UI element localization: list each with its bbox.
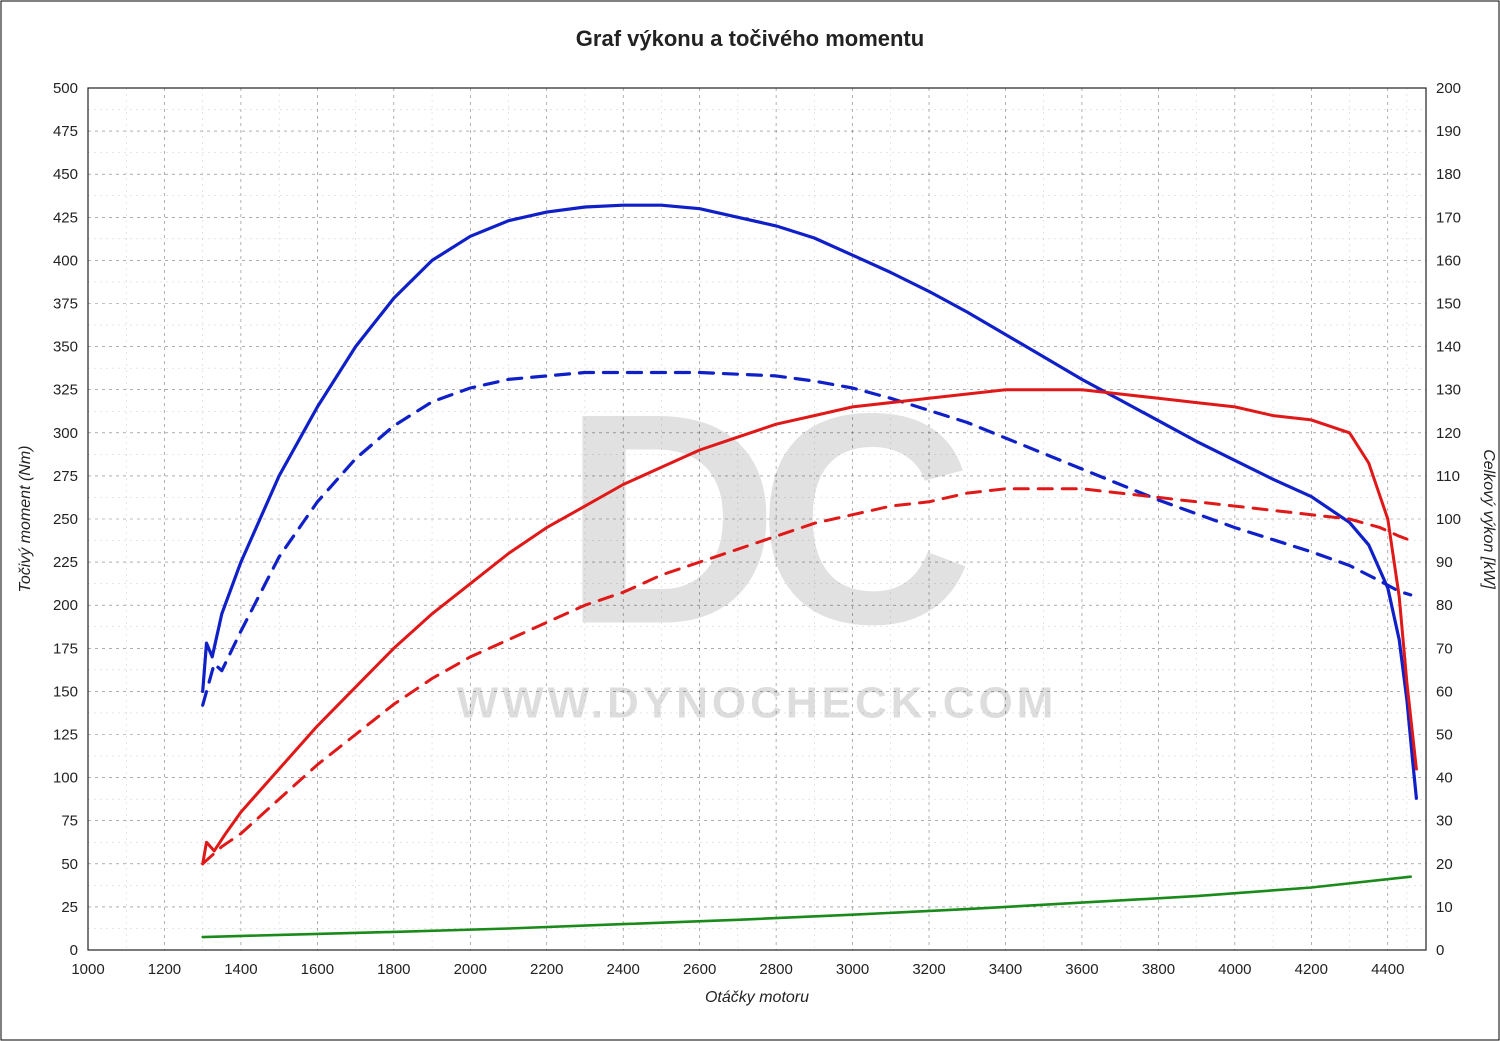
chart-svg: Graf výkonu a točivého momentuDCWWW.DYNO… xyxy=(0,0,1500,1041)
svg-text:400: 400 xyxy=(53,252,78,269)
x-axis-label: Otáčky motoru xyxy=(705,989,809,1006)
svg-text:225: 225 xyxy=(53,554,78,571)
svg-text:1400: 1400 xyxy=(224,961,257,978)
svg-text:3600: 3600 xyxy=(1065,961,1098,978)
svg-text:1800: 1800 xyxy=(377,961,410,978)
svg-text:150: 150 xyxy=(53,683,78,700)
svg-text:3200: 3200 xyxy=(912,961,945,978)
svg-text:10: 10 xyxy=(1436,899,1453,916)
svg-text:300: 300 xyxy=(53,425,78,442)
svg-text:475: 475 xyxy=(53,123,78,140)
svg-text:40: 40 xyxy=(1436,770,1453,787)
svg-text:500: 500 xyxy=(53,80,78,97)
svg-text:30: 30 xyxy=(1436,813,1453,830)
svg-text:200: 200 xyxy=(1436,80,1461,97)
svg-text:75: 75 xyxy=(61,813,78,830)
svg-text:120: 120 xyxy=(1436,425,1461,442)
svg-text:70: 70 xyxy=(1436,640,1453,657)
svg-text:50: 50 xyxy=(1436,727,1453,744)
svg-text:110: 110 xyxy=(1436,468,1460,485)
svg-text:125: 125 xyxy=(53,727,78,744)
svg-text:0: 0 xyxy=(1436,942,1444,959)
svg-text:80: 80 xyxy=(1436,597,1453,614)
svg-text:250: 250 xyxy=(53,511,78,528)
svg-text:2600: 2600 xyxy=(683,961,716,978)
svg-text:2800: 2800 xyxy=(759,961,792,978)
svg-text:60: 60 xyxy=(1436,683,1453,700)
svg-text:100: 100 xyxy=(1436,511,1461,528)
svg-text:2400: 2400 xyxy=(607,961,640,978)
svg-text:4200: 4200 xyxy=(1295,961,1328,978)
y-right-ticks: 0 10 20 30 40 50 60 70 80 90 100 110 120 130 140 150 160… xyxy=(1436,80,1461,959)
svg-text:2000: 2000 xyxy=(454,961,487,978)
svg-text:190: 190 xyxy=(1436,123,1461,140)
svg-text:170: 170 xyxy=(1436,209,1461,226)
y-left-ticks: 0 25 50 75 100 125 150 175 200 225 250 275 300 325 350… xyxy=(53,80,78,959)
svg-text:4400: 4400 xyxy=(1371,961,1404,978)
svg-text:20: 20 xyxy=(1436,856,1453,873)
svg-text:160: 160 xyxy=(1436,252,1461,269)
svg-text:175: 175 xyxy=(53,640,78,657)
svg-text:3800: 3800 xyxy=(1142,961,1175,978)
svg-text:450: 450 xyxy=(53,166,78,183)
svg-text:180: 180 xyxy=(1436,166,1461,183)
svg-text:375: 375 xyxy=(53,296,78,313)
svg-text:90: 90 xyxy=(1436,554,1453,571)
svg-text:130: 130 xyxy=(1436,382,1461,399)
svg-text:3400: 3400 xyxy=(989,961,1022,978)
svg-text:3000: 3000 xyxy=(836,961,869,978)
svg-text:4000: 4000 xyxy=(1218,961,1251,978)
dyno-chart: Graf výkonu a točivého momentuDCWWW.DYNO… xyxy=(0,0,1500,1041)
svg-text:140: 140 xyxy=(1436,339,1461,356)
svg-text:1600: 1600 xyxy=(301,961,334,978)
y-left-label: Točivý moment (Nm) xyxy=(17,446,34,593)
y-right-label: Celkový výkon [kW] xyxy=(1480,449,1497,589)
svg-text:200: 200 xyxy=(53,597,78,614)
chart-title: Graf výkonu a točivého momentu xyxy=(576,26,924,51)
svg-text:1000: 1000 xyxy=(71,961,104,978)
svg-text:1200: 1200 xyxy=(148,961,181,978)
svg-text:2200: 2200 xyxy=(530,961,563,978)
svg-text:25: 25 xyxy=(61,899,78,916)
x-ticks: 1000 1200 1400 1600 1800 2000 2200 2400 2600 2800… xyxy=(71,961,1404,978)
svg-text:100: 100 xyxy=(53,770,78,787)
svg-text:350: 350 xyxy=(53,339,78,356)
svg-text:425: 425 xyxy=(53,209,78,226)
svg-text:275: 275 xyxy=(53,468,78,485)
svg-text:50: 50 xyxy=(61,856,78,873)
svg-text:0: 0 xyxy=(70,942,78,959)
svg-text:325: 325 xyxy=(53,382,78,399)
svg-text:150: 150 xyxy=(1436,296,1461,313)
